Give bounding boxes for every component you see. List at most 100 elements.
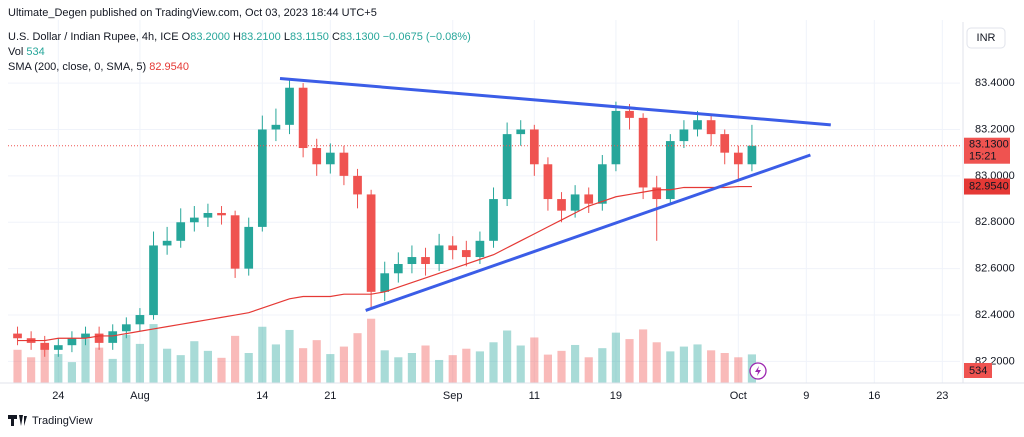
candle-body — [81, 333, 90, 339]
legend-sma-value: 82.9540 — [149, 61, 189, 73]
candle-body — [516, 129, 526, 135]
candle-body — [407, 257, 417, 265]
candle-body — [543, 164, 553, 200]
currency-label[interactable]: INR — [977, 32, 996, 44]
volume-bar — [95, 347, 104, 383]
volume-bar — [734, 357, 743, 383]
volume-badge-label: 534 — [969, 365, 987, 377]
legend-sma-name: SMA (200, close, 0, SMA, 5) — [8, 61, 146, 73]
volume-bar — [27, 357, 36, 383]
candle-body — [720, 134, 730, 153]
y-tick-label: 83.2000 — [975, 123, 1015, 135]
volume-bar — [543, 354, 552, 383]
legend-line: Vol 534 — [8, 46, 45, 58]
volume-bar — [339, 346, 348, 383]
trendline — [279, 76, 831, 127]
volume-bar — [598, 348, 607, 383]
volume-bar — [652, 342, 661, 383]
sma-badge — [964, 178, 1010, 195]
candle-body — [257, 129, 267, 227]
plot — [8, 20, 960, 383]
candle-body — [747, 145, 757, 165]
candle-body — [570, 194, 580, 211]
candle-body — [189, 217, 199, 223]
candle-body — [67, 338, 77, 346]
volume-bar — [407, 353, 416, 383]
volume-bar — [421, 345, 430, 383]
candle-body — [733, 152, 743, 165]
candle-body — [135, 315, 145, 325]
candle-body — [121, 324, 131, 332]
candle-body — [475, 240, 485, 258]
volume-bar — [190, 341, 199, 383]
x-tick-label: 21 — [324, 390, 336, 402]
candle-body — [312, 148, 322, 165]
volume-bar — [503, 330, 512, 383]
volume-bar — [135, 343, 144, 383]
volume-bar — [299, 348, 308, 383]
volume-bar — [271, 344, 280, 383]
volume-bar — [707, 350, 716, 383]
legend-ohlc-key: L — [284, 31, 290, 43]
volume-bar — [108, 358, 117, 383]
legend-ohlc-key: H — [233, 31, 241, 43]
volume-bar — [163, 348, 172, 383]
x-tick-label: Sep — [443, 390, 463, 402]
candle-body — [162, 240, 172, 246]
volume-bar — [720, 353, 729, 383]
candle-body — [149, 245, 158, 316]
volume-bar — [639, 329, 648, 383]
footer: TradingView — [32, 415, 93, 427]
candle-body — [434, 245, 444, 265]
legend-volume-value: 534 — [26, 46, 44, 58]
y-tick-label: 82.8000 — [975, 216, 1015, 228]
candle-body — [366, 194, 376, 292]
volume-bar — [40, 345, 49, 383]
legend-line: U.S. Dollar / Indian Rupee, 4h, ICE O83.… — [8, 31, 471, 43]
volume-bar — [584, 357, 593, 383]
volume-bar — [475, 351, 484, 383]
x-tick-label: 23 — [936, 390, 948, 402]
volume-bar — [530, 337, 539, 383]
candle-body — [176, 222, 186, 241]
candle-body — [244, 226, 254, 269]
currency-button[interactable] — [966, 27, 1006, 49]
volume-bar — [625, 339, 634, 383]
volume-bar — [176, 355, 185, 383]
x-tick-label: 9 — [803, 390, 809, 402]
volume-bar — [380, 350, 389, 383]
y-tick-label: 82.4000 — [975, 309, 1015, 321]
x-tick-label: 19 — [610, 390, 622, 402]
volume-bar — [462, 348, 471, 383]
legend-ohlc-key: C — [332, 31, 340, 43]
volume-bar — [67, 362, 76, 383]
candle-body — [557, 199, 566, 211]
volume-bar — [312, 340, 321, 383]
volume-bar — [666, 351, 675, 383]
volume-bar — [435, 359, 444, 383]
candle-body — [393, 264, 403, 274]
legend-ohlc-value: 83.1300 — [340, 31, 380, 43]
candle-body — [40, 342, 50, 350]
candle-body — [230, 215, 240, 269]
volume-bar — [367, 318, 376, 383]
y-tick-label: 83.4000 — [975, 77, 1015, 89]
footer-logo — [8, 415, 27, 426]
volume-bar — [693, 344, 702, 383]
volume-bar — [557, 350, 566, 383]
candle-body — [611, 110, 621, 165]
volume-bar — [81, 339, 90, 383]
volume-bar — [244, 353, 253, 383]
candle-body — [693, 120, 702, 130]
candle-body — [584, 194, 594, 204]
candle-body — [339, 152, 349, 176]
x-tick-label: 11 — [529, 390, 540, 402]
candle-body — [217, 212, 226, 216]
x-tick-label: 24 — [52, 390, 64, 402]
volume-bar — [203, 350, 212, 383]
legend-volume-name: Vol — [8, 46, 23, 58]
candle-body — [706, 120, 716, 135]
volume-bar — [326, 354, 335, 383]
